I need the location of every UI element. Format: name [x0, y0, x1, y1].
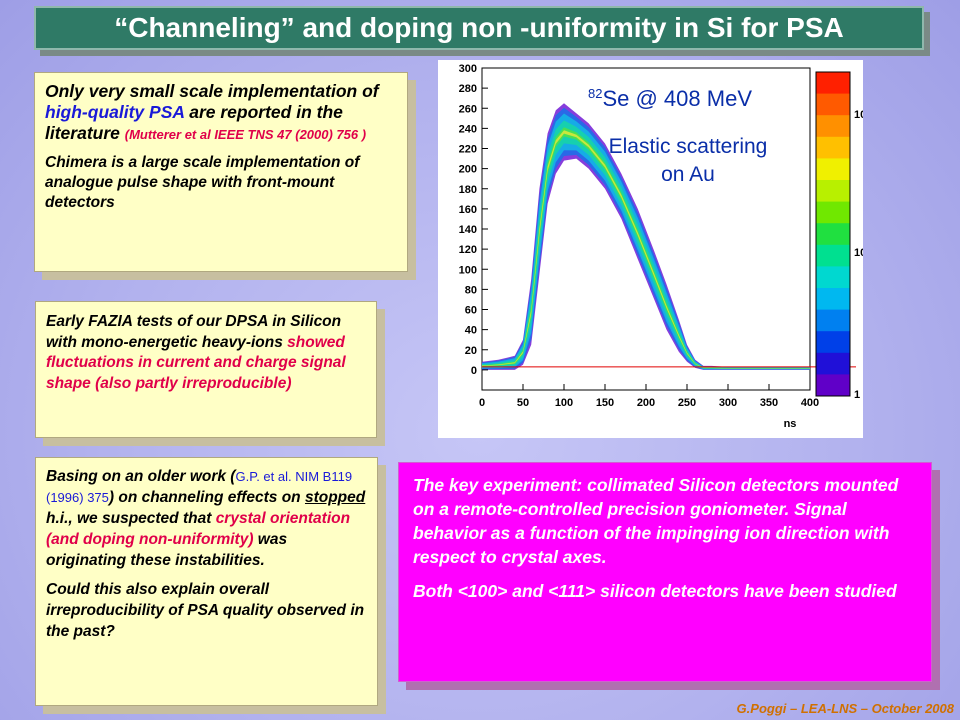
key-experiment-text: The key experiment: collimated Silicon d… — [413, 475, 899, 567]
channeling-text-a: Basing on an older work ( — [46, 468, 236, 485]
y-tick-label-14: 280 — [459, 83, 477, 95]
colorbar-segment-11 — [816, 309, 850, 332]
colorbar-segment-0 — [816, 72, 850, 95]
colorbar-segment-14 — [816, 374, 850, 397]
signal-band-blue — [482, 107, 810, 370]
colorbar-label-2: 1 — [854, 389, 860, 401]
colorbar-segment-2 — [816, 115, 850, 138]
colorbar-segment-3 — [816, 136, 850, 159]
x-tick-label-8: 400 — [801, 397, 819, 409]
y-tick-label-4: 80 — [465, 284, 477, 296]
colorbar-segment-13 — [816, 352, 850, 375]
channeling-underline: stopped — [304, 489, 366, 506]
y-tick-label-6: 120 — [459, 244, 477, 256]
y-tick-label-3: 60 — [465, 305, 477, 317]
colorbar-segment-6 — [816, 201, 850, 224]
irreproducibility-question: Could this also explain overall irreprod… — [46, 581, 365, 640]
x-axis-label: ns — [784, 418, 797, 430]
channeling-highlight: crystal orientation (and doping non-unif… — [46, 510, 351, 548]
detectors-studied-text: Both <100> and <111> silicon detectors h… — [413, 581, 897, 601]
chart-subtitle-line2: on Au — [661, 163, 715, 186]
current-signal-chart: 0 50 100 150 200 250 300 350 400 0 20 40 60 80 100 120 1… — [418, 63, 866, 430]
y-tick-label-5: 100 — [459, 264, 477, 276]
y-tick-label-0: 0 — [471, 365, 477, 377]
colorbar-segment-4 — [816, 158, 850, 181]
colorbar-frame — [815, 71, 851, 397]
colorbar-segment-7 — [816, 223, 850, 246]
y-tick-label-8: 160 — [459, 204, 477, 216]
chart-title: 82Se @ 408 MeV — [588, 86, 752, 111]
colorbar-label-0: 10 — [854, 109, 863, 121]
x-tick-label-3: 150 — [596, 397, 614, 409]
signal-band-cyan — [482, 113, 810, 370]
y-tick-label-7: 140 — [459, 224, 477, 236]
y-tick-label-15: 300 — [459, 63, 477, 75]
fazia-box: Early FAZIA tests of our DPSA in Silicon… — [35, 301, 377, 438]
x-tick-label-0: 0 — [479, 397, 485, 409]
literature-highlight: high-quality PSA — [45, 102, 185, 122]
fazia-highlight: showed fluctuations in current and charg… — [46, 333, 346, 392]
channeling-text-e: was originating these instabilities. — [46, 531, 288, 569]
x-tick-label-2: 100 — [555, 397, 573, 409]
y-tick-label-9: 180 — [459, 184, 477, 196]
x-tick-label-6: 300 — [719, 397, 737, 409]
literature-box: Only very small scale implementation of … — [34, 72, 408, 272]
chart-subtitle-line1: Elastic scattering — [609, 135, 768, 158]
colorbar-segment-9 — [816, 266, 850, 289]
channeling-text-b: ) on channeling effects on — [108, 489, 305, 506]
literature-text-a: Only very small scale implementation of — [45, 81, 379, 101]
colorbar-segment-8 — [816, 244, 850, 267]
colorbar-label-1: 10 — [854, 247, 863, 259]
chart-title-superscript: 82 — [588, 86, 602, 101]
literature-text-c: are reported in the literature — [45, 102, 343, 143]
channeling-reference: G.P. et al. NIM B119 (1996) 375 — [46, 469, 353, 505]
y-tick-label-13: 260 — [459, 103, 477, 115]
fazia-text: Early FAZIA tests of our DPSA in Silicon… — [46, 312, 366, 394]
fazia-text-a: Early FAZIA tests of our DPSA in Silicon… — [46, 313, 342, 351]
chart-title-main: Se @ 408 MeV — [602, 86, 752, 111]
x-tick-label-7: 350 — [760, 397, 778, 409]
chart-panel: 0 50 100 150 200 250 300 350 400 0 20 40 60 80 100 120 1… — [418, 60, 866, 438]
key-experiment-box: The key experiment: collimated Silicon d… — [398, 462, 932, 682]
y-tick-label-10: 200 — [459, 164, 477, 176]
literature-reference: (Mutterer et al IEEE TNS 47 (2000) 756 ) — [124, 127, 367, 142]
colorbar-segment-5 — [816, 180, 850, 203]
channeling-box: Basing on an older work (G.P. et al. NIM… — [35, 457, 378, 706]
x-tick-label-5: 250 — [678, 397, 696, 409]
channeling-text-c: h.i., we suspected that — [46, 510, 216, 527]
colorbar-segment-12 — [816, 331, 850, 354]
y-tick-label-12: 240 — [459, 123, 477, 135]
x-tick-label-4: 200 — [637, 397, 655, 409]
y-tick-label-11: 220 — [459, 144, 477, 156]
channeling-text: Basing on an older work (G.P. et al. NIM… — [46, 466, 367, 571]
footer-credit: G.Poggi – LEA-LNS – October 2008 — [736, 701, 954, 716]
slide-title: “Channeling” and doping non -uniformity … — [34, 6, 924, 50]
y-tick-label-2: 40 — [465, 325, 477, 337]
literature-text: Only very small scale implementation of … — [45, 81, 397, 145]
chimera-text: Chimera is a large scale implementation … — [45, 154, 360, 211]
x-tick-label-1: 50 — [517, 397, 529, 409]
y-tick-label-1: 20 — [465, 345, 477, 357]
colorbar-segment-10 — [816, 288, 850, 311]
colorbar-segment-1 — [816, 93, 850, 116]
